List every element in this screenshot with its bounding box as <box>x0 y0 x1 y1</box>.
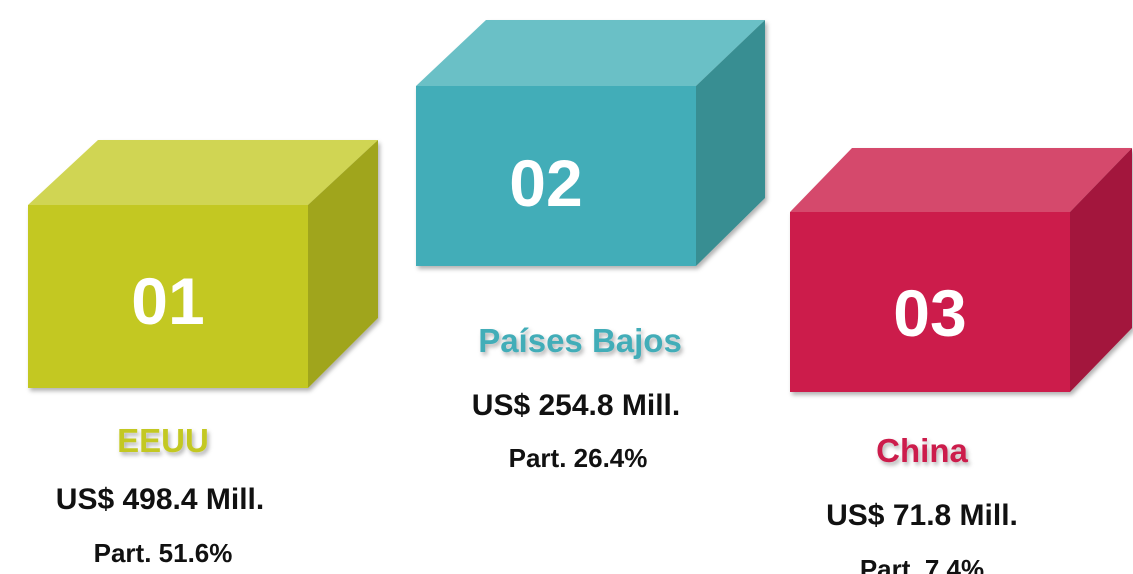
cube-top <box>790 148 1132 212</box>
cube <box>416 20 765 266</box>
country: China <box>876 432 968 469</box>
cube-side <box>1070 148 1132 392</box>
share: Part. 7.4% <box>860 554 984 574</box>
rank: 02 <box>509 146 582 220</box>
amount: US$ 71.8 Mill. <box>826 499 1018 532</box>
cube-side <box>696 20 765 266</box>
share: Part. 26.4% <box>509 443 648 473</box>
country: EEUU <box>117 422 209 459</box>
rank: 03 <box>893 276 966 350</box>
cube <box>790 148 1132 392</box>
country: Países Bajos <box>478 322 682 359</box>
cube-side <box>308 140 378 388</box>
cube <box>28 140 378 388</box>
share: Part. 51.6% <box>94 538 233 568</box>
rank: 01 <box>131 264 204 338</box>
cube-front <box>28 205 308 388</box>
cube-top <box>416 20 765 86</box>
cube-top <box>28 140 378 205</box>
amount: US$ 254.8 Mill. <box>472 389 680 422</box>
cube-front <box>790 212 1070 392</box>
cube-front <box>416 86 696 266</box>
amount: US$ 498.4 Mill. <box>56 483 264 516</box>
